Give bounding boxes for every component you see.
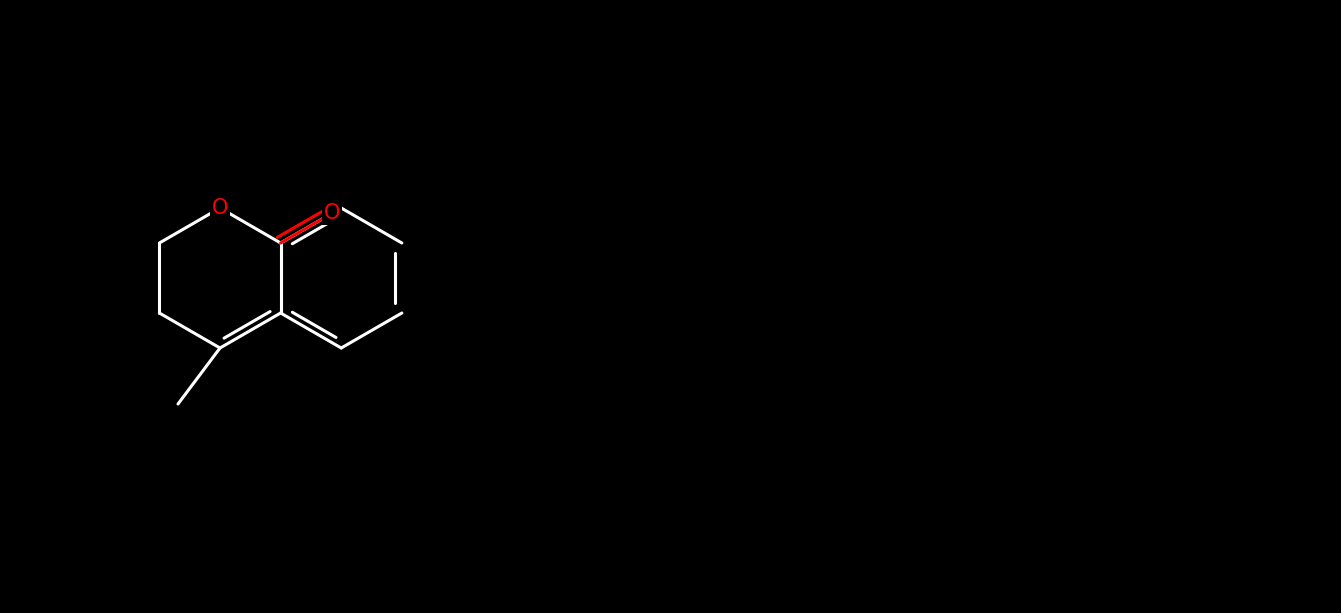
Text: O: O [325, 204, 341, 223]
Text: O: O [212, 198, 228, 218]
